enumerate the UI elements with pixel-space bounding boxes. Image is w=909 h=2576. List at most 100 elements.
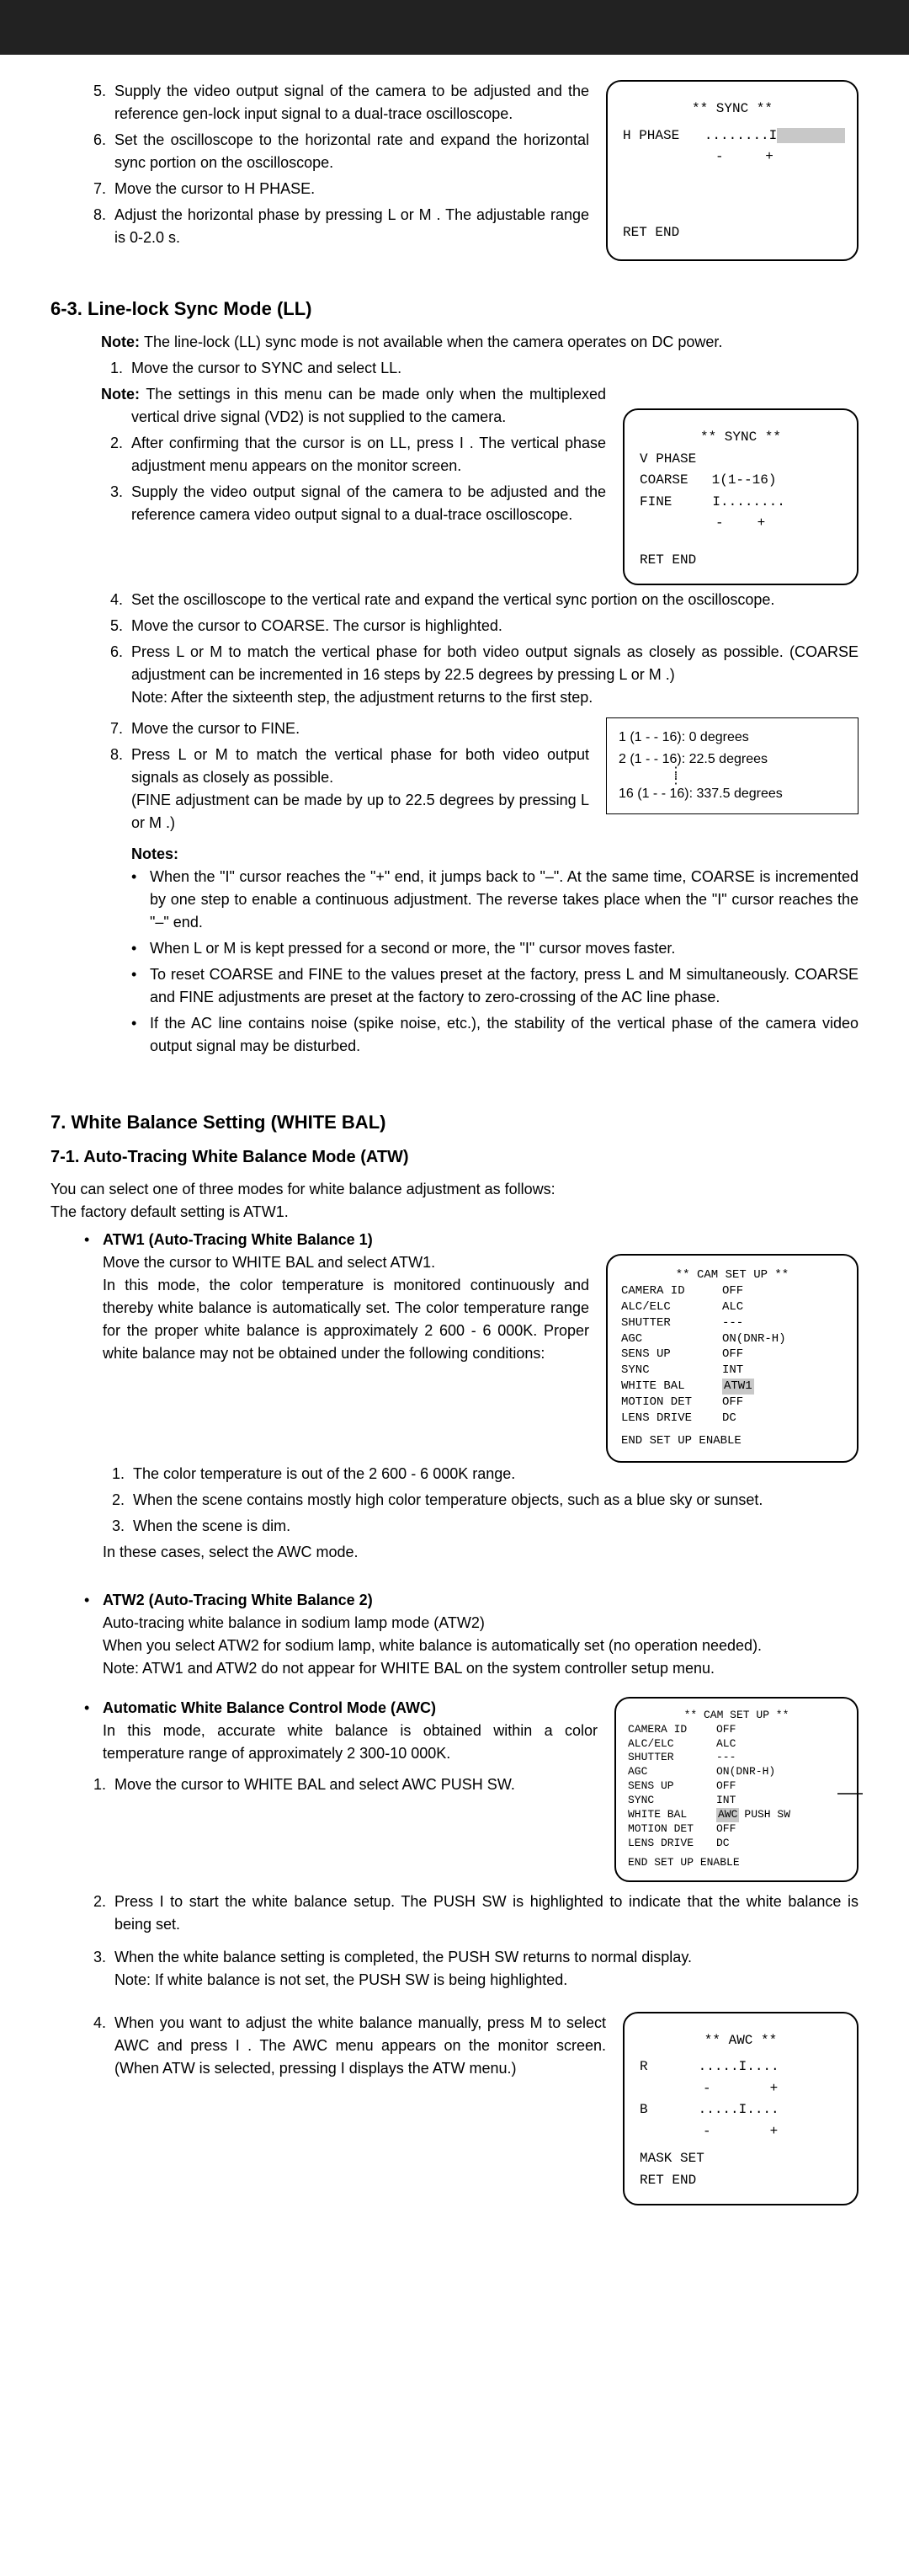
- cam1-row: CAMERA IDOFF: [621, 1283, 843, 1299]
- atw1-title: ATW1 (Auto-Tracing White Balance 1): [103, 1231, 373, 1248]
- n63-5: 5.: [101, 615, 131, 637]
- sync2-plus: +: [758, 515, 766, 531]
- awc-n3: 3.: [84, 1946, 114, 1992]
- awc-s3: When the white balance setting is comple…: [114, 1946, 858, 1992]
- sync1-hphase: H PHASE: [623, 128, 679, 143]
- awc-r-dots: .....I....: [699, 2059, 779, 2074]
- sync1-plus: +: [765, 149, 773, 164]
- n63-7: 7.: [101, 717, 131, 740]
- n63-4: 4.: [101, 589, 131, 611]
- awc-m2: -: [703, 2124, 711, 2139]
- cam2-row: SYNCINT: [628, 1794, 845, 1808]
- awc-p2: +: [770, 2124, 779, 2139]
- atw1-n3: 3.: [103, 1515, 133, 1538]
- atw1-tail: In these cases, select the AWC mode.: [103, 1541, 858, 1564]
- awc-s1: Move the cursor to WHITE BAL and select …: [114, 1773, 598, 1796]
- awc-block: Automatic White Balance Control Mode (AW…: [103, 1697, 598, 1765]
- awc-p1: +: [770, 2081, 779, 2096]
- heading-7-1: 7-1. Auto-Tracing White Balance Mode (AT…: [50, 1144, 858, 1170]
- awc-n1: 1.: [84, 1773, 114, 1796]
- fine-l3: 16 (1 - - 16): 337.5 degrees: [619, 783, 846, 805]
- cam1-row: MOTION DETOFF: [621, 1395, 843, 1411]
- awc-m1: -: [703, 2081, 711, 2096]
- s63-1: Move the cursor to SYNC and select LL.: [131, 357, 858, 380]
- num-5: 5.: [84, 80, 114, 125]
- fine-range-box: 1 (1 - - 16): 0 degrees 2 (1 - - 16): 22…: [606, 717, 858, 814]
- s63-4: Set the oscilloscope to the vertical rat…: [131, 589, 858, 611]
- header-bar: [0, 0, 909, 55]
- intro1: You can select one of three modes for wh…: [50, 1178, 858, 1201]
- awc-n4: 4.: [84, 2012, 114, 2080]
- cam2-row: AGCON(DNR-H): [628, 1765, 845, 1779]
- sync2-fine-val: I........: [712, 494, 784, 509]
- cam2-row: LENS DRIVEDC: [628, 1837, 845, 1851]
- note-63-1: Note: The line-lock (LL) sync mode is no…: [101, 331, 858, 354]
- cam2-row: SHUTTER---: [628, 1751, 845, 1765]
- sync1-hl: [777, 128, 845, 143]
- atw2-title: ATW2 (Auto-Tracing White Balance 2): [103, 1592, 373, 1608]
- s63-8: Press L or M to match the vertical phase…: [131, 744, 589, 835]
- n63-1: 1.: [101, 357, 131, 380]
- awc-n2: 2.: [84, 1891, 114, 1936]
- atw1-block: ATW1 (Auto-Tracing White Balance 1) Move…: [103, 1229, 589, 1365]
- s63-2: After confirming that the cursor is on L…: [131, 432, 606, 477]
- intro2: The factory default setting is ATW1.: [50, 1201, 858, 1224]
- atw1-l2: When the scene contains mostly high colo…: [133, 1489, 858, 1512]
- awc-r: R: [640, 2059, 648, 2074]
- s63-7: Move the cursor to FINE.: [131, 717, 589, 740]
- heading-7: 7. White Balance Setting (WHITE BAL): [50, 1108, 858, 1136]
- s63-5: Move the cursor to COARSE. The cursor is…: [131, 615, 858, 637]
- cam1-row: SHUTTER---: [621, 1315, 843, 1331]
- heading-63: 6-3. Line-lock Sync Mode (LL): [50, 295, 858, 323]
- awc-box: ** AWC ** R.....I.... -+ B.....I.... -+ …: [623, 2012, 858, 2205]
- atw1-body: Move the cursor to WHITE BAL and select …: [103, 1254, 589, 1362]
- awc-b: B: [640, 2102, 648, 2117]
- atw1-n2: 2.: [103, 1489, 133, 1512]
- cam1-row: SYNCINT: [621, 1363, 843, 1379]
- step-8: Adjust the horizontal phase by pressing …: [114, 204, 589, 249]
- cam1-row: LENS DRIVEDC: [621, 1411, 843, 1427]
- cam1-footer: END SET UP ENABLE: [621, 1433, 843, 1449]
- n63-2: 2.: [101, 432, 131, 477]
- step-6: Set the oscilloscope to the horizontal r…: [114, 129, 589, 174]
- sync2-ret: RET END: [640, 550, 696, 572]
- sync2-title: ** SYNC **: [640, 427, 842, 449]
- sync-box-1: ** SYNC ** H PHASE ........I - + RET END: [606, 80, 858, 261]
- cam2-row: MOTION DETOFF: [628, 1822, 845, 1837]
- awc-b-dots: .....I....: [699, 2102, 779, 2117]
- notes-2: When L or M is kept pressed for a second…: [150, 937, 858, 960]
- fine-l1: 1 (1 - - 16): 0 degrees: [619, 727, 846, 749]
- cam2-row: CAMERA IDOFF: [628, 1723, 845, 1737]
- n63-3: 3.: [101, 481, 131, 526]
- cam2-footer: END SET UP ENABLE: [628, 1856, 845, 1870]
- cam1-row: WHITE BALATW1: [621, 1379, 843, 1395]
- notes-list: When the "I" cursor reaches the "+" end,…: [131, 866, 858, 1058]
- sync1-ret: RET END: [623, 222, 679, 244]
- awc-s4: When you want to adjust the white balanc…: [114, 2012, 606, 2080]
- cam-setup-box-1: ** CAM SET UP ** CAMERA IDOFFALC/ELCALCS…: [606, 1254, 858, 1463]
- awc-body: In this mode, accurate white balance is …: [103, 1722, 598, 1762]
- cam2-row: WHITE BALAWC PUSH SW: [628, 1808, 845, 1822]
- note-63-2: The settings in this menu can be made on…: [131, 386, 606, 425]
- notes-heading: Notes:: [131, 843, 858, 866]
- fine-dots-icon: ⋮⋮: [619, 770, 846, 783]
- notes-3: To reset COARSE and FINE to the values p…: [150, 963, 858, 1009]
- note-63-2-wrap: Note: The settings in this menu can be m…: [101, 383, 858, 585]
- sync2-fine: FINE: [640, 494, 672, 509]
- sync1-dots: ........I: [704, 128, 777, 143]
- callout-line-icon: [837, 1781, 909, 1806]
- atw2-l1: Auto-tracing white balance in sodium lam…: [103, 1614, 485, 1631]
- sync1-title: ** SYNC **: [623, 99, 842, 120]
- atw2-block: ATW2 (Auto-Tracing White Balance 2) Auto…: [103, 1589, 858, 1680]
- sync2-minus: -: [715, 515, 724, 531]
- cam1-row: AGCON(DNR-H): [621, 1331, 843, 1347]
- num-8: 8.: [84, 204, 114, 249]
- s63-6: Press L or M to match the vertical phase…: [131, 641, 858, 709]
- step-7: Move the cursor to H PHASE.: [114, 178, 589, 200]
- sync1-minus: -: [715, 149, 724, 164]
- num-6: 6.: [84, 129, 114, 174]
- cam2-row: SENS UPOFF: [628, 1779, 845, 1794]
- notes-1: When the "I" cursor reaches the "+" end,…: [150, 866, 858, 934]
- awc-title: Automatic White Balance Control Mode (AW…: [103, 1699, 436, 1716]
- top-row: 5. Supply the video output signal of the…: [50, 80, 858, 261]
